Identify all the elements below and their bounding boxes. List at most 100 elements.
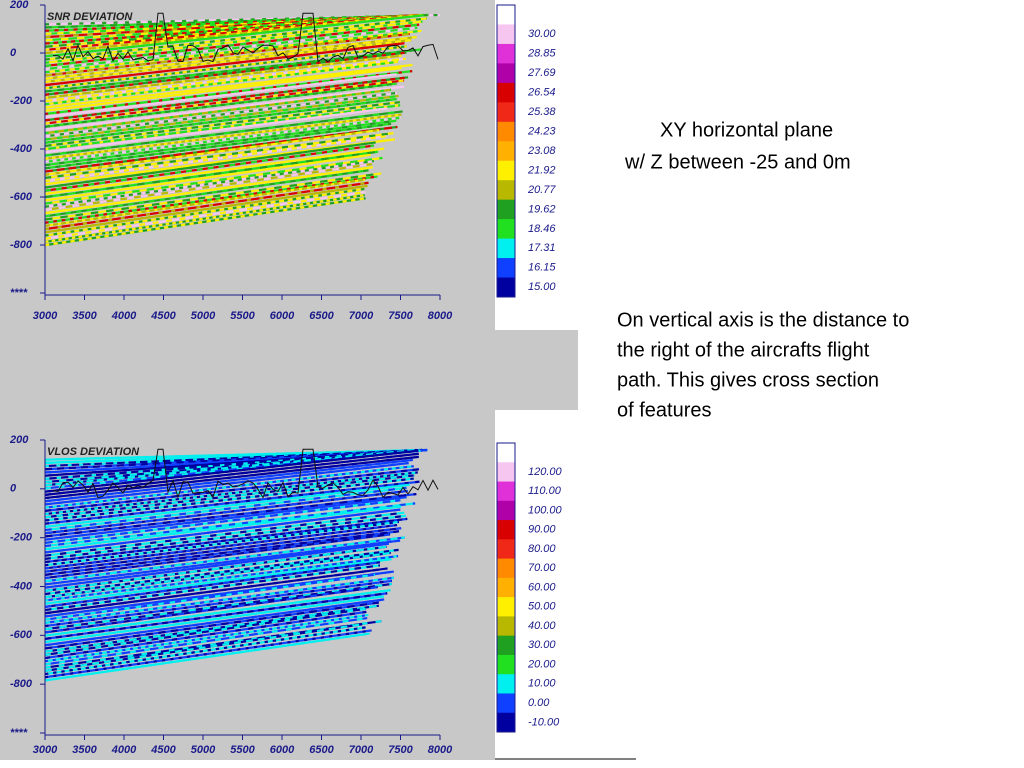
note-heading: w/ Z between -25 and 0m — [624, 151, 851, 173]
swath — [44, 107, 388, 154]
swath — [44, 91, 398, 138]
colorbar-segment — [497, 82, 515, 103]
swath — [44, 448, 428, 484]
swath — [44, 629, 372, 679]
colorbar-segment — [497, 63, 515, 84]
swath — [44, 116, 402, 164]
swath — [44, 119, 397, 167]
x-tick-label: 7000 — [349, 744, 374, 756]
colorbar-label: 40.00 — [528, 620, 556, 632]
swath — [44, 610, 367, 660]
swath — [44, 73, 397, 119]
swath — [44, 150, 379, 199]
colorbar-label: 19.62 — [528, 203, 556, 215]
swath — [44, 197, 366, 247]
colorbar-frame — [496, 442, 516, 733]
x-tick-label: 8000 — [428, 744, 453, 756]
swath — [44, 536, 405, 583]
swath — [44, 530, 400, 576]
swath — [44, 54, 402, 100]
swath — [44, 486, 407, 532]
x-tick-label: 4500 — [150, 310, 176, 322]
swath — [44, 480, 420, 525]
swath — [44, 505, 402, 551]
swath — [44, 632, 370, 682]
colorbar-label: 23.08 — [527, 145, 556, 157]
swath — [44, 184, 368, 234]
swath — [44, 468, 420, 512]
swath — [44, 110, 403, 157]
swath — [44, 579, 393, 628]
swath — [44, 561, 381, 608]
swath — [44, 499, 401, 544]
swath — [44, 595, 384, 644]
swath — [44, 178, 366, 228]
colorbar-background — [495, 0, 635, 322]
colorbar-label: 17.31 — [528, 242, 556, 254]
x-tick-label: 3500 — [72, 310, 97, 322]
x-tick-label: 3000 — [33, 744, 58, 756]
colorbar-segment — [497, 121, 515, 142]
swath — [44, 128, 380, 176]
note-body: On vertical axis is the distance to — [617, 309, 909, 331]
colorbar-label: 28.85 — [527, 48, 556, 60]
swath — [44, 598, 385, 647]
colorbar-segment — [497, 558, 515, 579]
x-tick-label: 5000 — [191, 744, 216, 756]
swath — [44, 122, 392, 170]
note-heading: XY horizontal plane — [660, 119, 833, 141]
swath — [44, 194, 365, 244]
swath — [44, 166, 373, 215]
swath — [44, 523, 398, 570]
x-tick-label: 6500 — [309, 310, 334, 322]
x-tick-label: 8000 — [428, 310, 453, 322]
colorbar-label: 18.46 — [528, 223, 556, 235]
swath — [44, 607, 367, 656]
colorbar-label: 20.77 — [527, 184, 556, 196]
swath — [44, 448, 417, 487]
swath — [44, 88, 392, 135]
x-tick-label: 4500 — [150, 744, 176, 756]
swath — [44, 496, 407, 541]
colorbar-segment — [497, 43, 515, 64]
colorbar-frame — [496, 4, 516, 298]
swath — [44, 616, 368, 666]
x-tick-label: 4000 — [111, 744, 137, 756]
swath — [44, 79, 405, 125]
colorbar-label: 50.00 — [528, 601, 556, 613]
y-tick-label: -400 — [10, 580, 33, 592]
swath — [44, 576, 394, 624]
panel-title: SNR DEVIATION — [47, 11, 133, 23]
colorbar-segment — [497, 5, 515, 25]
colorbar-segment — [497, 160, 515, 181]
swath — [44, 23, 420, 68]
swath — [44, 567, 388, 615]
colorbar-segment — [497, 481, 515, 502]
swath — [44, 623, 363, 672]
swath — [44, 573, 376, 621]
x-tick-label: 5500 — [230, 744, 255, 756]
y-tick-label: -800 — [10, 678, 33, 690]
colorbar-segment — [497, 500, 515, 521]
colorbar-label: 60.00 — [528, 581, 556, 593]
swath — [44, 508, 401, 554]
colorbar-segment — [497, 24, 515, 45]
colorbar-label: 30.00 — [528, 28, 556, 40]
colorbar-background — [495, 438, 635, 757]
swath — [44, 94, 399, 141]
colorbar-segment — [497, 258, 515, 279]
y-tick-label: **** — [10, 727, 28, 739]
x-tick-label: 6000 — [270, 744, 295, 756]
swath — [44, 85, 405, 132]
swath — [44, 613, 369, 663]
swath — [44, 97, 397, 144]
swath — [44, 465, 414, 509]
y-tick-label: -600 — [10, 191, 33, 203]
y-tick-label: **** — [10, 287, 28, 299]
x-tick-label: 3000 — [33, 310, 58, 322]
x-tick-label: 6000 — [270, 310, 295, 322]
swath — [44, 181, 369, 231]
track-line — [52, 12, 439, 63]
y-tick-label: 200 — [9, 434, 29, 446]
